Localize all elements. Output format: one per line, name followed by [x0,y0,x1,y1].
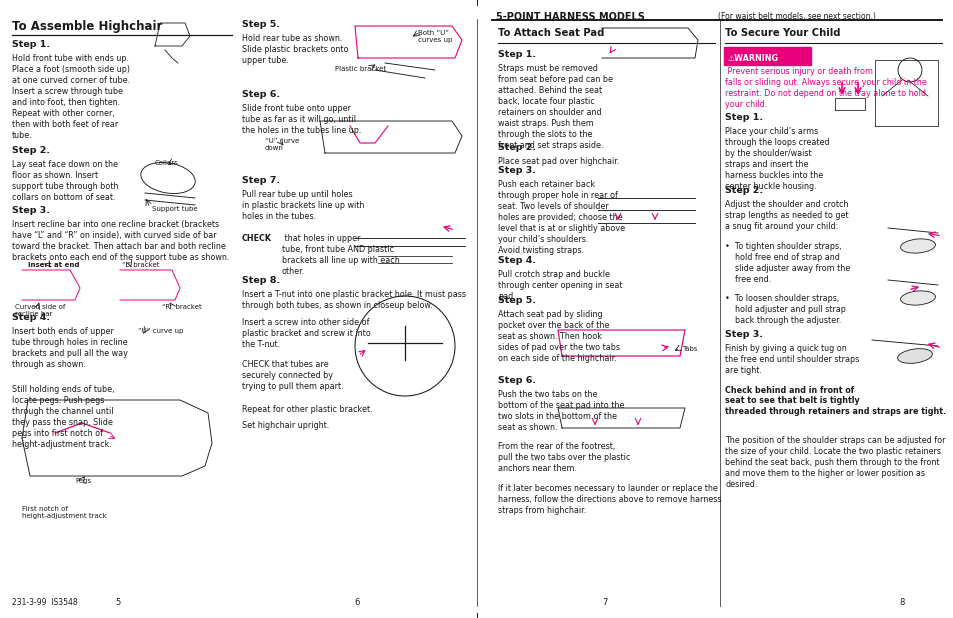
Text: 5: 5 [115,598,120,607]
Text: ⚠WARNING: ⚠WARNING [727,54,779,63]
Text: Step 8.: Step 8. [242,276,280,285]
Text: To Assemble Highchair: To Assemble Highchair [12,20,162,33]
Text: Hold rear tube as shown.
Slide plastic brackets onto
upper tube.: Hold rear tube as shown. Slide plastic b… [242,34,348,65]
Text: •  To loosen shoulder straps,
    hold adjuster and pull strap
    back through : • To loosen shoulder straps, hold adjust… [724,294,845,325]
Text: Pull rear tube up until holes
in plastic brackets line up with
holes in the tube: Pull rear tube up until holes in plastic… [242,190,364,221]
Text: Insert recline bar into one recline bracket (brackets
have “L” and “R” on inside: Insert recline bar into one recline brac… [12,220,229,262]
Text: Step 7.: Step 7. [242,176,280,185]
Text: Step 5.: Step 5. [497,296,536,305]
Text: Prevent serious injury or death from
falls or sliding out. Always secure your ch: Prevent serious injury or death from fal… [724,67,925,109]
Ellipse shape [900,239,935,253]
Text: Step 1.: Step 1. [724,113,762,122]
Text: Step 3.: Step 3. [497,166,536,175]
Text: Still holding ends of tube,
locate pegs. Push pegs
through the channel until
the: Still holding ends of tube, locate pegs.… [12,385,114,449]
Text: If it later becomes necessary to launder or replace the
harness, follow the dire: If it later becomes necessary to launder… [497,484,720,515]
Text: To Attach Seat Pad: To Attach Seat Pad [497,28,604,38]
Text: Set highchair upright.: Set highchair upright. [242,421,329,430]
Text: The position of the shoulder straps can be adjusted for
the size of your child. : The position of the shoulder straps can … [724,436,944,489]
Ellipse shape [897,349,931,363]
Text: Attach seat pad by sliding
pocket over the back of the
seat as shown. Then hook
: Attach seat pad by sliding pocket over t… [497,310,619,363]
Text: Slide front tube onto upper
tube as far as it will go, until
the holes in the tu: Slide front tube onto upper tube as far … [242,104,361,135]
Text: 5-POINT HARNESS MODELS: 5-POINT HARNESS MODELS [496,12,644,22]
Text: Insert a screw into other side of
plastic bracket and screw it into
the T-nut.: Insert a screw into other side of plasti… [242,318,371,349]
Text: Step 2.: Step 2. [497,143,536,152]
Text: Finish by giving a quick tug on
the free end until shoulder straps
are tight.: Finish by giving a quick tug on the free… [724,344,859,375]
Text: that holes in upper
tube, front tube AND plastic
brackets all line up with each
: that holes in upper tube, front tube AND… [282,234,399,276]
Text: First notch of
height-adjustment track: First notch of height-adjustment track [22,506,107,519]
Text: Step 6.: Step 6. [497,376,536,385]
Text: Plastic bracket: Plastic bracket [335,66,386,72]
Text: 7: 7 [601,598,607,607]
Text: 6: 6 [354,598,359,607]
Text: Step 6.: Step 6. [242,90,280,99]
Text: Step 4.: Step 4. [12,313,51,322]
Text: Step 2.: Step 2. [12,146,51,155]
Text: Support tube: Support tube [152,206,197,212]
Text: Step 2.: Step 2. [724,186,762,195]
Text: “U” curve
down: “U” curve down [265,138,299,151]
Text: Both “U”
curves up: Both “U” curves up [417,30,452,43]
Text: Place your child’s arms
through the loops created
by the shoulder/waist
straps a: Place your child’s arms through the loop… [724,127,829,191]
Text: “R” bracket: “R” bracket [162,304,201,310]
Text: Check behind and in front of
seat to see that belt is tightly
threaded through r: Check behind and in front of seat to see… [724,386,945,416]
Text: •  To tighten shoulder straps,
    hold free end of strap and
    slide adjuster: • To tighten shoulder straps, hold free … [724,242,849,284]
Text: (For waist belt models, see next section.): (For waist belt models, see next section… [718,12,875,21]
Text: Step 1.: Step 1. [12,40,51,49]
Text: Insert at end: Insert at end [28,262,79,268]
Text: Push the two tabs on the
bottom of the seat pad into the
two slots in the bottom: Push the two tabs on the bottom of the s… [497,390,623,432]
Text: Collars: Collars [154,160,178,166]
Text: Hold front tube with ends up.
Place a foot (smooth side up)
at one curved corner: Hold front tube with ends up. Place a fo… [12,54,130,140]
Text: 231-3-99  IS3548: 231-3-99 IS3548 [12,598,77,607]
Text: Straps must be removed
from seat before pad can be
attached. Behind the seat
bac: Straps must be removed from seat before … [497,64,613,150]
Text: Lay seat face down on the
floor as shown. Insert
support tube through both
colla: Lay seat face down on the floor as shown… [12,160,118,202]
Text: Repeat for other plastic bracket.: Repeat for other plastic bracket. [242,405,373,414]
Text: Step 5.: Step 5. [242,20,280,29]
Text: Adjust the shoulder and crotch
strap lengths as needed to get
a snug fit around : Adjust the shoulder and crotch strap len… [724,200,848,231]
Text: CHECK: CHECK [242,234,272,243]
Text: “L” bracket: “L” bracket [122,262,159,268]
Text: Push each retainer back
through proper hole in rear of
seat. Two levels of shoul: Push each retainer back through proper h… [497,180,624,255]
Text: Pegs: Pegs [75,478,91,484]
Text: “U” curve up: “U” curve up [138,328,183,334]
Text: Insert both ends of upper
tube through holes in recline
brackets and pull all th: Insert both ends of upper tube through h… [12,327,128,369]
Text: To Secure Your Child: To Secure Your Child [724,28,840,38]
Text: CHECK that tubes are
securely connected by
trying to pull them apart.: CHECK that tubes are securely connected … [242,360,343,391]
Text: Step 4.: Step 4. [497,256,536,265]
Text: Step 3.: Step 3. [724,330,762,339]
Text: Step 3.: Step 3. [12,206,50,215]
Text: Pull crotch strap and buckle
through center opening in seat
pad.: Pull crotch strap and buckle through cen… [497,270,622,301]
Text: Insert a T-nut into one plastic bracket hole. It must pass
through both tubes, a: Insert a T-nut into one plastic bracket … [242,290,465,310]
Text: Tabs: Tabs [681,346,697,352]
Text: 8: 8 [899,598,903,607]
Text: From the rear of the footrest,
pull the two tabs over the plastic
anchors near t: From the rear of the footrest, pull the … [497,442,630,473]
FancyBboxPatch shape [723,48,810,65]
Ellipse shape [900,291,935,305]
Text: Place seat pad over highchair.: Place seat pad over highchair. [497,157,618,166]
Text: Step 1.: Step 1. [497,50,536,59]
Text: Curved side of
recline bar: Curved side of recline bar [15,304,66,317]
